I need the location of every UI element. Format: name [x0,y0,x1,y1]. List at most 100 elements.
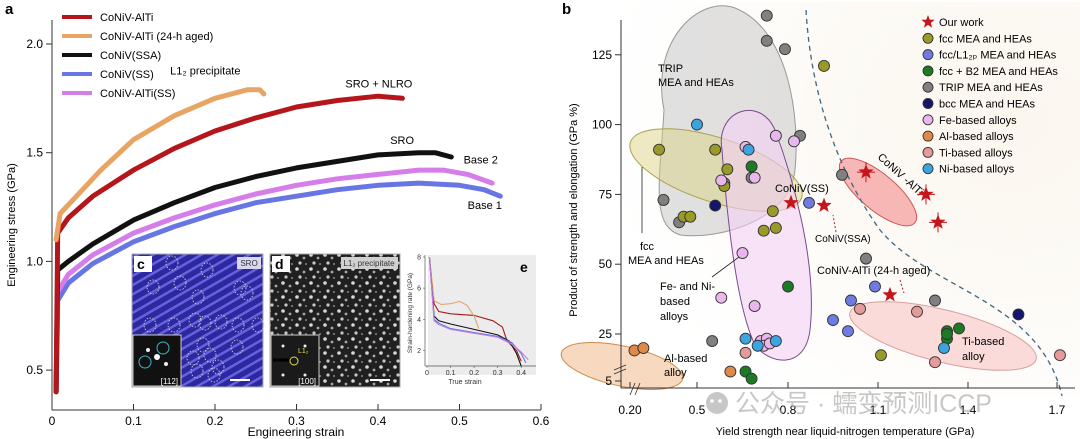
star-marker [783,194,799,210]
inset-e-x-tick-label: 0.2 [469,370,479,377]
x-tick-label: 0 [49,414,56,428]
data-point-trip-mea-and-heas [860,252,872,265]
annotation-base-1: Base 1 [468,200,502,212]
legend-label: fcc MEA and HEAs [939,33,1032,45]
legend-item-coniv-alti: CoNiV-AlTi [62,12,153,24]
y-tick-label: 0.5 [26,363,43,377]
region-al-based-alloy [560,342,684,390]
legend-star-icon [921,15,935,28]
l12-spot-ring [289,356,299,366]
legend-label: CoNiV-AlTi (24-h aged) [100,31,213,43]
fft-spot [154,354,160,360]
data-point-fe-based-alloys [715,291,728,304]
legend-label: Ti-based alloys [939,147,1013,159]
sro-cluster-marker [211,359,225,375]
panel-b-points [628,9,1066,385]
diffraction-spot [281,373,285,377]
sro-cluster-marker [207,367,221,383]
inset-e-y-tick-label: 6 [417,286,421,293]
legend-item-fcc-mea-and-heas: fcc MEA and HEAs [922,32,1032,45]
inset-d-zone-axis: [100] [298,377,316,386]
data-point-ni-based-alloys [751,339,764,352]
panel-a-annotations: SRO + NLRO L1₂ precipitate SRO Base 1 Base 2 [170,65,502,212]
data-point-ni-based-alloys [691,118,703,131]
diffraction-spot [303,344,307,348]
data-point-ni-based-alloys [742,143,755,156]
inset-e-x-tick-label: 0.3 [493,370,503,377]
data-point-fcc-l1-mea-and-heas [803,196,815,209]
diffraction-spot [303,373,307,377]
inset-c-tag-bg [237,257,261,269]
inset-d-tag-bg [341,257,398,269]
legend-item-ni-based-alloys: Ni-based alloys [922,163,1015,176]
panel-a-x-ticks: 0 0.1 0.2 0.3 0.4 0.5 0.6 [49,404,550,428]
x-tick-label: 0.5 [451,414,468,428]
y-tick-label: 100 [592,118,612,132]
data-point-ti-based-alloys [911,305,923,318]
x-tick-label: 0.3 [288,414,305,428]
inset-e-line-coniv-alti-ss [428,256,529,361]
sro-cluster-marker [214,314,228,330]
series-line-coniv-ssa [53,150,454,395]
legend-item-ti-based-alloys: Ti-based alloys [922,146,1013,159]
fe-ni-leader-line [711,253,744,278]
sro-cluster-marker [190,363,204,379]
annotation-coniv-ss: CoNiV(SS) [775,183,829,195]
data-point-ni-based-alloys [769,335,782,347]
y-tick-label: 1.0 [26,254,43,268]
x-tick-label: 0.8 [780,403,797,417]
panel-a-legend: CoNiV-AlTi CoNiV-AlTi (24-h aged) CoNiV(SS… [62,12,213,100]
data-point-ti-based-alloys [929,356,941,369]
data-point-our-work [783,194,799,210]
y-tick-label: 2.0 [26,37,43,51]
legend-item-bcc-mea-and-heas: bcc MEA and HEAs [922,98,1035,111]
star-marker [930,214,946,229]
sro-cluster-marker [196,337,210,353]
y-tick-label: 50 [599,257,613,271]
legend-item-fcc-l1-mea-and-heas: fcc/L1₂ₚ MEA and HEAs [922,49,1057,62]
inset-c-label-bg [134,256,152,272]
data-point-fcc-mea-and-heas [653,143,665,156]
annotation-sro: SRO [390,135,414,147]
y-tick-label: 5 [605,374,612,388]
inset-c-image [131,253,264,388]
data-point-trip-mea-and-heas [760,9,773,22]
data-point-trip-mea-and-heas [836,168,848,181]
data-point-our-work [857,162,875,183]
sro-cluster-marker [167,317,181,333]
data-point-fe-based-alloys [748,300,761,313]
x-tick-label: 1.1 [870,403,887,417]
sro-cluster-marker [231,317,245,333]
panel-a-y-axis-label: Engineering stress (GPa) [6,163,18,287]
data-point-fcc-b2-mea-and-heas [745,372,758,385]
region-label-fcc: fcc MEA and HEAs [628,241,704,267]
sro-cluster-marker [146,279,160,295]
inset-e-chart: e 2 4 6 8 0 0.1 0.2 0.3 0.4 True strain Strain-h… [407,255,536,386]
inset-d-spot-label: L1₂ [298,348,309,355]
legend-circle-icon [922,32,934,44]
data-point-fcc-mea-and-heas [721,163,734,176]
legend-circle-icon [922,98,934,109]
data-point-trip-mea-and-heas [929,294,941,307]
legend-circle-icon [922,163,934,175]
star-marker [882,286,898,302]
legend-circle-icon [922,130,934,142]
legend-item-coniv-ssa: CoNiV(SSA) [62,50,161,62]
series-line-coniv-ss [53,180,503,395]
sro-cluster-marker [143,317,157,333]
sro-cluster-marker [233,280,247,296]
inset-e-y-tick-label: 2 [417,348,421,355]
annotation-l1-precipitate: L1₂ precipitate [170,65,240,77]
fft-spot [146,348,150,352]
inset-e-x-tick-label: 0.4 [516,370,526,377]
series-line-coniv-alti-24-h-aged [53,87,267,243]
panel-b-label: b [562,1,571,18]
inset-e-ticks: 2 4 6 8 0 0.1 0.2 0.3 0.4 [417,255,526,378]
panel-a-series [53,87,503,395]
data-point-fe-based-alloys [715,174,728,187]
data-point-trip-mea-and-heas [657,194,670,206]
sro-cluster-marker [173,275,187,291]
inset-c-sro-circles [143,255,265,383]
star-marker [858,164,874,179]
